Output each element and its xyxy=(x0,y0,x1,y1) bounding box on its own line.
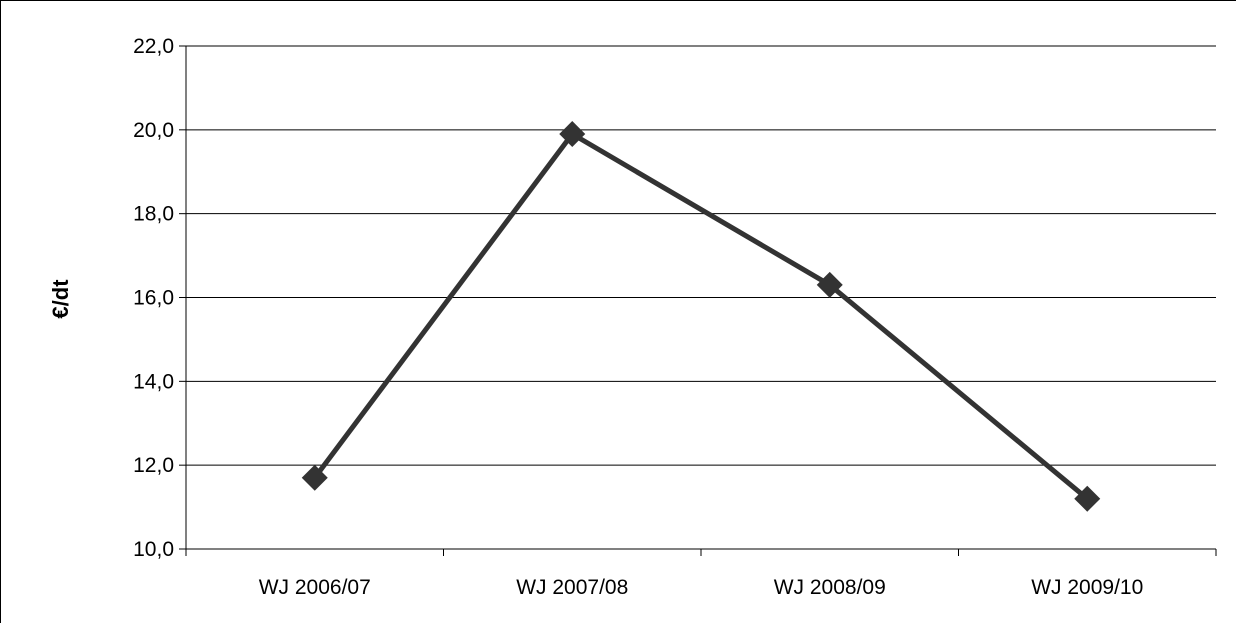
y-tick-label: 14,0 xyxy=(133,370,174,393)
y-tick-label: 16,0 xyxy=(133,287,174,310)
y-tick-labels: 10,0 12,0 14,0 16,0 18,0 20,0 22,0 xyxy=(133,35,174,561)
data-point xyxy=(1074,485,1101,512)
series xyxy=(301,121,1101,512)
x-tick-label: WJ 2006/07 xyxy=(259,576,371,599)
y-tick-label: 12,0 xyxy=(133,454,174,477)
data-point xyxy=(816,271,843,298)
y-tick-label: 22,0 xyxy=(133,35,174,58)
x-tick-label: WJ 2007/08 xyxy=(516,576,628,599)
y-axis-title: €/dt xyxy=(48,279,73,319)
y-tick-label: 18,0 xyxy=(133,203,174,226)
y-tick-label: 20,0 xyxy=(133,119,174,142)
data-point xyxy=(301,464,328,491)
x-tick-label: WJ 2008/09 xyxy=(774,576,886,599)
y-tick-label: 10,0 xyxy=(133,538,174,561)
series-line xyxy=(312,131,1089,501)
data-point xyxy=(559,121,586,148)
x-tick-label: WJ 2009/10 xyxy=(1031,576,1143,599)
gridlines xyxy=(186,45,1216,466)
x-tick-labels: WJ 2006/07 WJ 2007/08 WJ 2008/09 WJ 2009/10 xyxy=(259,576,1144,599)
axes xyxy=(179,45,1217,556)
